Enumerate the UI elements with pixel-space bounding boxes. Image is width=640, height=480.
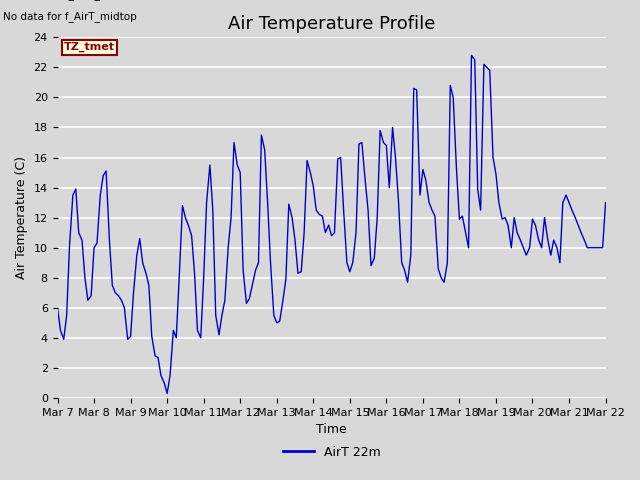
- Text: TZ_tmet: TZ_tmet: [64, 42, 115, 52]
- Text: No data for f_AirT_midtop: No data for f_AirT_midtop: [3, 11, 137, 22]
- Title: Air Temperature Profile: Air Temperature Profile: [228, 15, 435, 33]
- Legend: AirT 22m: AirT 22m: [278, 441, 385, 464]
- Y-axis label: Air Temperature (C): Air Temperature (C): [15, 156, 28, 279]
- X-axis label: Time: Time: [316, 423, 347, 436]
